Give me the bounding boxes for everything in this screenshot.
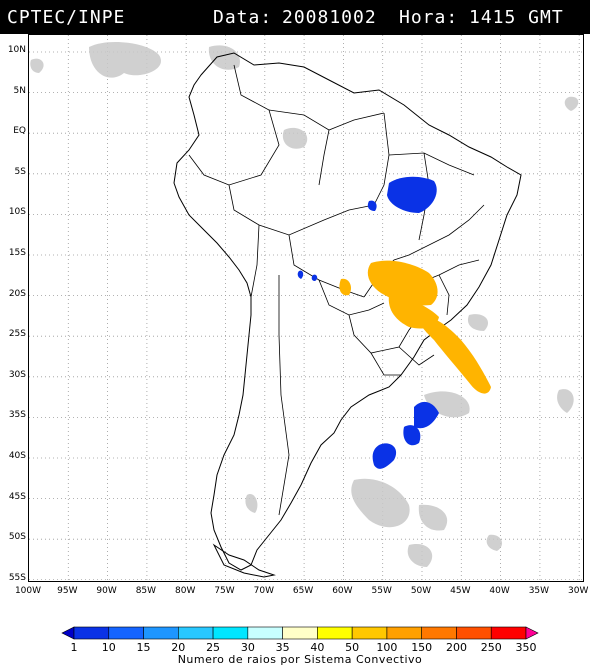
colorbar-cell — [108, 626, 144, 640]
colorbar-cell — [178, 626, 214, 640]
colorbar-cell — [61, 626, 75, 640]
colorbar-tick-label: 150 — [411, 641, 433, 654]
latitude-label: EQ — [13, 126, 26, 137]
colorbar-tick-label: 10 — [101, 641, 116, 654]
colorbar-tick-label: 20 — [171, 641, 186, 654]
longitude-label: 30W — [568, 586, 589, 596]
colorbar-tick-label: 200 — [445, 641, 467, 654]
source-label: CPTEC/INPE — [7, 7, 126, 28]
colorbar-cell — [456, 626, 492, 640]
longitude-label: 65W — [292, 586, 314, 596]
south-america-map — [29, 35, 582, 581]
colorbar-tick-label: 15 — [136, 641, 151, 654]
colorbar-cell — [525, 626, 539, 640]
colorbar-tick-label: 100 — [376, 641, 398, 654]
latitude-label: 40S — [8, 451, 26, 461]
colorbar-tick-label: 25 — [206, 641, 221, 654]
longitude-label: 80W — [175, 586, 196, 596]
longitude-label: 95W — [57, 586, 78, 596]
colorbar-tick-label: 30 — [240, 641, 255, 654]
latitude-label: 25S — [8, 329, 26, 340]
latitude-label: 20S — [8, 288, 26, 299]
colorbar-tick-label: 50 — [345, 641, 360, 654]
longitude-label: 70W — [253, 586, 274, 596]
longitude-label: 75W — [214, 586, 235, 596]
colorbar-tick-label: 1 — [70, 641, 78, 654]
longitude-label: 85W — [135, 586, 157, 596]
latitude-label: 10N — [7, 45, 26, 55]
lightning-orange-clusters — [339, 260, 491, 394]
latitude-label: 5S — [14, 166, 26, 177]
lightning-blue-clusters — [297, 176, 439, 469]
longitude-label: 100W — [14, 586, 42, 596]
latitude-label: 50S — [8, 532, 26, 543]
colorbar-title: Numero de raios por Sistema Convectivo — [177, 653, 423, 666]
map-frame — [28, 34, 584, 582]
colorbar-cell — [317, 626, 353, 640]
colorbar — [61, 626, 539, 640]
longitude-label: 40W — [489, 586, 510, 596]
lat-lon-grid — [29, 35, 582, 581]
latitude-label: 30S — [8, 369, 26, 380]
colorbar-tick-label: 350 — [515, 641, 537, 654]
colorbar-tick-label: 40 — [310, 641, 325, 654]
longitude-label: 60W — [332, 586, 353, 596]
colorbar-cell — [421, 626, 457, 640]
colorbar-cell — [73, 626, 110, 640]
cloud-patches — [30, 41, 579, 567]
colorbar-tick-label: 250 — [480, 641, 502, 654]
colorbar-cell — [282, 626, 318, 640]
colorbar-cell — [212, 626, 249, 640]
colorbar-cell — [247, 626, 283, 640]
date-value: 20081002 — [282, 7, 377, 28]
coastlines — [173, 52, 522, 578]
latitude-label: 45S — [8, 491, 26, 502]
latitude-label: 35S — [8, 410, 26, 421]
country-borders — [188, 64, 485, 516]
latitude-label: 55S — [8, 572, 26, 583]
colorbar-cell — [351, 626, 388, 640]
colorbar-cell — [386, 626, 422, 640]
longitude-label: 45W — [450, 586, 471, 596]
time-value: 1415 GMT — [469, 7, 564, 28]
longitude-label: 50W — [410, 586, 432, 596]
latitude-label: 15S — [8, 248, 26, 258]
colorbar-tick-label: 35 — [275, 641, 290, 654]
longitude-label: 55W — [371, 586, 392, 596]
date-label: Data: — [213, 7, 273, 28]
longitude-label: 35W — [528, 586, 550, 596]
longitude-label: 90W — [96, 586, 117, 596]
latitude-label: 10S — [8, 207, 26, 218]
time-label: Hora: — [399, 7, 459, 28]
latitude-label: 5N — [13, 85, 26, 96]
colorbar-cell — [143, 626, 179, 640]
colorbar-cell — [490, 626, 527, 640]
map-header: CPTEC/INPE Data: 20081002 Hora: 1415 GMT — [0, 0, 590, 34]
